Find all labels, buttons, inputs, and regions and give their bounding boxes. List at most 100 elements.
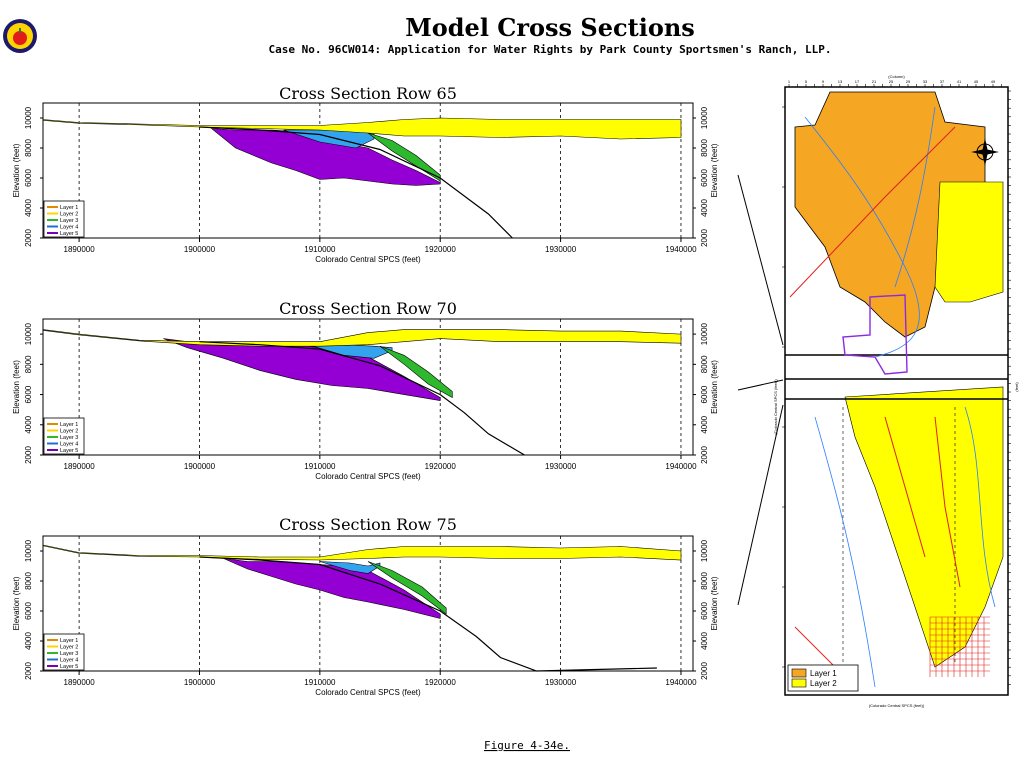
y2-tick-label: 4000	[700, 632, 709, 650]
x-tick-label: 1940000	[665, 245, 697, 254]
map-layer2-region	[934, 181, 1004, 303]
x-tick-label: 1930000	[545, 462, 577, 471]
x-tick-label: 1940000	[665, 462, 697, 471]
map-boundary-outline	[842, 294, 908, 375]
x-tick-label: 1900000	[184, 678, 216, 687]
map-top-tick-label: 5	[805, 79, 808, 84]
legend-label: Layer 3	[60, 651, 78, 657]
model-bottom-line	[199, 126, 513, 239]
page-subtitle: Case No. 96CW014: Application for Water …	[269, 43, 832, 56]
y2-tick-label: 10000	[700, 539, 709, 562]
legend-label: Layer 5	[60, 448, 78, 454]
layer-area-layer-3	[367, 561, 447, 615]
map-top-tick-label: 33	[923, 79, 928, 84]
x-axis-label: Colorado Central SPCS (feet)	[315, 688, 421, 697]
y-tick-label: 2000	[24, 446, 33, 464]
y-tick-label: 4000	[24, 415, 33, 433]
x-tick-label: 1890000	[64, 245, 96, 254]
y-axis-label: Elevation (feet)	[12, 360, 21, 414]
y2-tick-label: 6000	[700, 602, 709, 620]
x-axis-label: Colorado Central SPCS (feet)	[315, 255, 421, 264]
y2-tick-label: 4000	[700, 199, 709, 217]
y2-tick-label: 10000	[700, 322, 709, 345]
map-stream-line	[894, 106, 936, 288]
legend-label: Layer 5	[60, 231, 78, 237]
y-tick-label: 6000	[24, 602, 33, 620]
model-grid-map: 1 5 9 13 17 21 25 29 33 37 41 45 49 (Column) (feet) (Co…	[773, 74, 1019, 708]
x-tick-label: 1910000	[304, 462, 336, 471]
y-tick-label: 6000	[24, 385, 33, 403]
map-top-axis-label: (Column)	[888, 74, 905, 79]
map-top-tick-label: 21	[872, 79, 877, 84]
legend-label: Layer 2	[60, 212, 78, 218]
map-connector-lines	[737, 174, 784, 606]
x-tick-label: 1890000	[64, 462, 96, 471]
y-axis-label: Elevation (feet)	[12, 143, 21, 197]
legend-label: Layer 5	[60, 664, 78, 670]
y2-axis-label: Elevation (feet)	[710, 360, 719, 414]
y-tick-label: 10000	[24, 322, 33, 345]
map-top-tick-label: 37	[940, 79, 945, 84]
map-stream-line	[814, 416, 876, 688]
y-tick-label: 4000	[24, 199, 33, 217]
x-tick-label: 1940000	[665, 678, 697, 687]
map-top-tick-label: 25	[889, 79, 894, 84]
x-tick-label: 1920000	[425, 678, 457, 687]
x-axis-label: Colorado Central SPCS (feet)	[315, 472, 421, 481]
x-tick-label: 1890000	[64, 678, 96, 687]
cross-section-row-75: Cross Section Row 75 1890000 1900000 191000…	[12, 515, 719, 697]
cross-section-row-65: Cross Section Row 65 1890000 1900000 191000…	[12, 84, 719, 264]
y-tick-label: 2000	[24, 229, 33, 247]
y2-tick-label: 8000	[700, 139, 709, 157]
x-tick-label: 1910000	[304, 245, 336, 254]
x-tick-label: 1910000	[304, 678, 336, 687]
y-tick-label: 2000	[24, 662, 33, 680]
map-top-tick-label: 29	[906, 79, 911, 84]
cross-section-row-70: Cross Section Row 70 1890000 1900000 191000…	[12, 299, 719, 481]
map-stream-line	[964, 406, 996, 608]
y-tick-label: 10000	[24, 106, 33, 129]
map-left-axis-label: (Colorado Central SPCS (feet))	[773, 379, 778, 435]
map-legend-label: Layer 2	[810, 679, 837, 688]
x-tick-label: 1920000	[425, 462, 457, 471]
map-layer2-region	[844, 386, 1004, 668]
layer-area-layer-3	[379, 345, 453, 399]
map-right-axis-label: (feet)	[1014, 382, 1019, 392]
y2-tick-label: 6000	[700, 169, 709, 187]
y-tick-label: 8000	[24, 355, 33, 373]
y2-tick-label: 8000	[700, 572, 709, 590]
y2-tick-label: 6000	[700, 385, 709, 403]
x-tick-label: 1900000	[184, 462, 216, 471]
y2-tick-label: 4000	[700, 415, 709, 433]
map-road-line	[934, 416, 961, 588]
y2-tick-label: 2000	[700, 446, 709, 464]
map-top-tick-label: 45	[974, 79, 979, 84]
x-tick-label: 1930000	[545, 245, 577, 254]
map-stream-line	[804, 116, 920, 358]
map-top-tick-label: 49	[991, 79, 996, 84]
chart-title: Cross Section Row 75	[279, 515, 457, 534]
y2-tick-label: 2000	[700, 229, 709, 247]
map-road-line	[789, 126, 956, 298]
chart-title: Cross Section Row 70	[279, 299, 457, 318]
y2-tick-label: 2000	[700, 662, 709, 680]
map-legend-label: Layer 1	[810, 669, 837, 678]
y-tick-label: 8000	[24, 572, 33, 590]
legend-label: Layer 4	[60, 225, 78, 231]
y-axis-label: Elevation (feet)	[12, 576, 21, 630]
legend-label: Layer 2	[60, 429, 78, 435]
map-top-tick-label: 13	[838, 79, 843, 84]
map-legend-swatch-layer2	[791, 678, 807, 688]
map-top-tick-label: 17	[855, 79, 860, 84]
y2-axis-label: Elevation (feet)	[710, 143, 719, 197]
map-road-line	[884, 416, 926, 558]
map-top-tick-label: 1	[788, 79, 791, 84]
map-bottom-axis-label: (Colorado Central SPCS (feet))	[869, 703, 925, 708]
figure-caption: Figure 4-34e.	[484, 739, 570, 752]
y2-tick-label: 10000	[700, 106, 709, 129]
legend-label: Layer 3	[60, 435, 78, 441]
legend-label: Layer 1	[60, 205, 78, 211]
compass-rose-icon	[971, 138, 999, 166]
legend-label: Layer 1	[60, 422, 78, 428]
